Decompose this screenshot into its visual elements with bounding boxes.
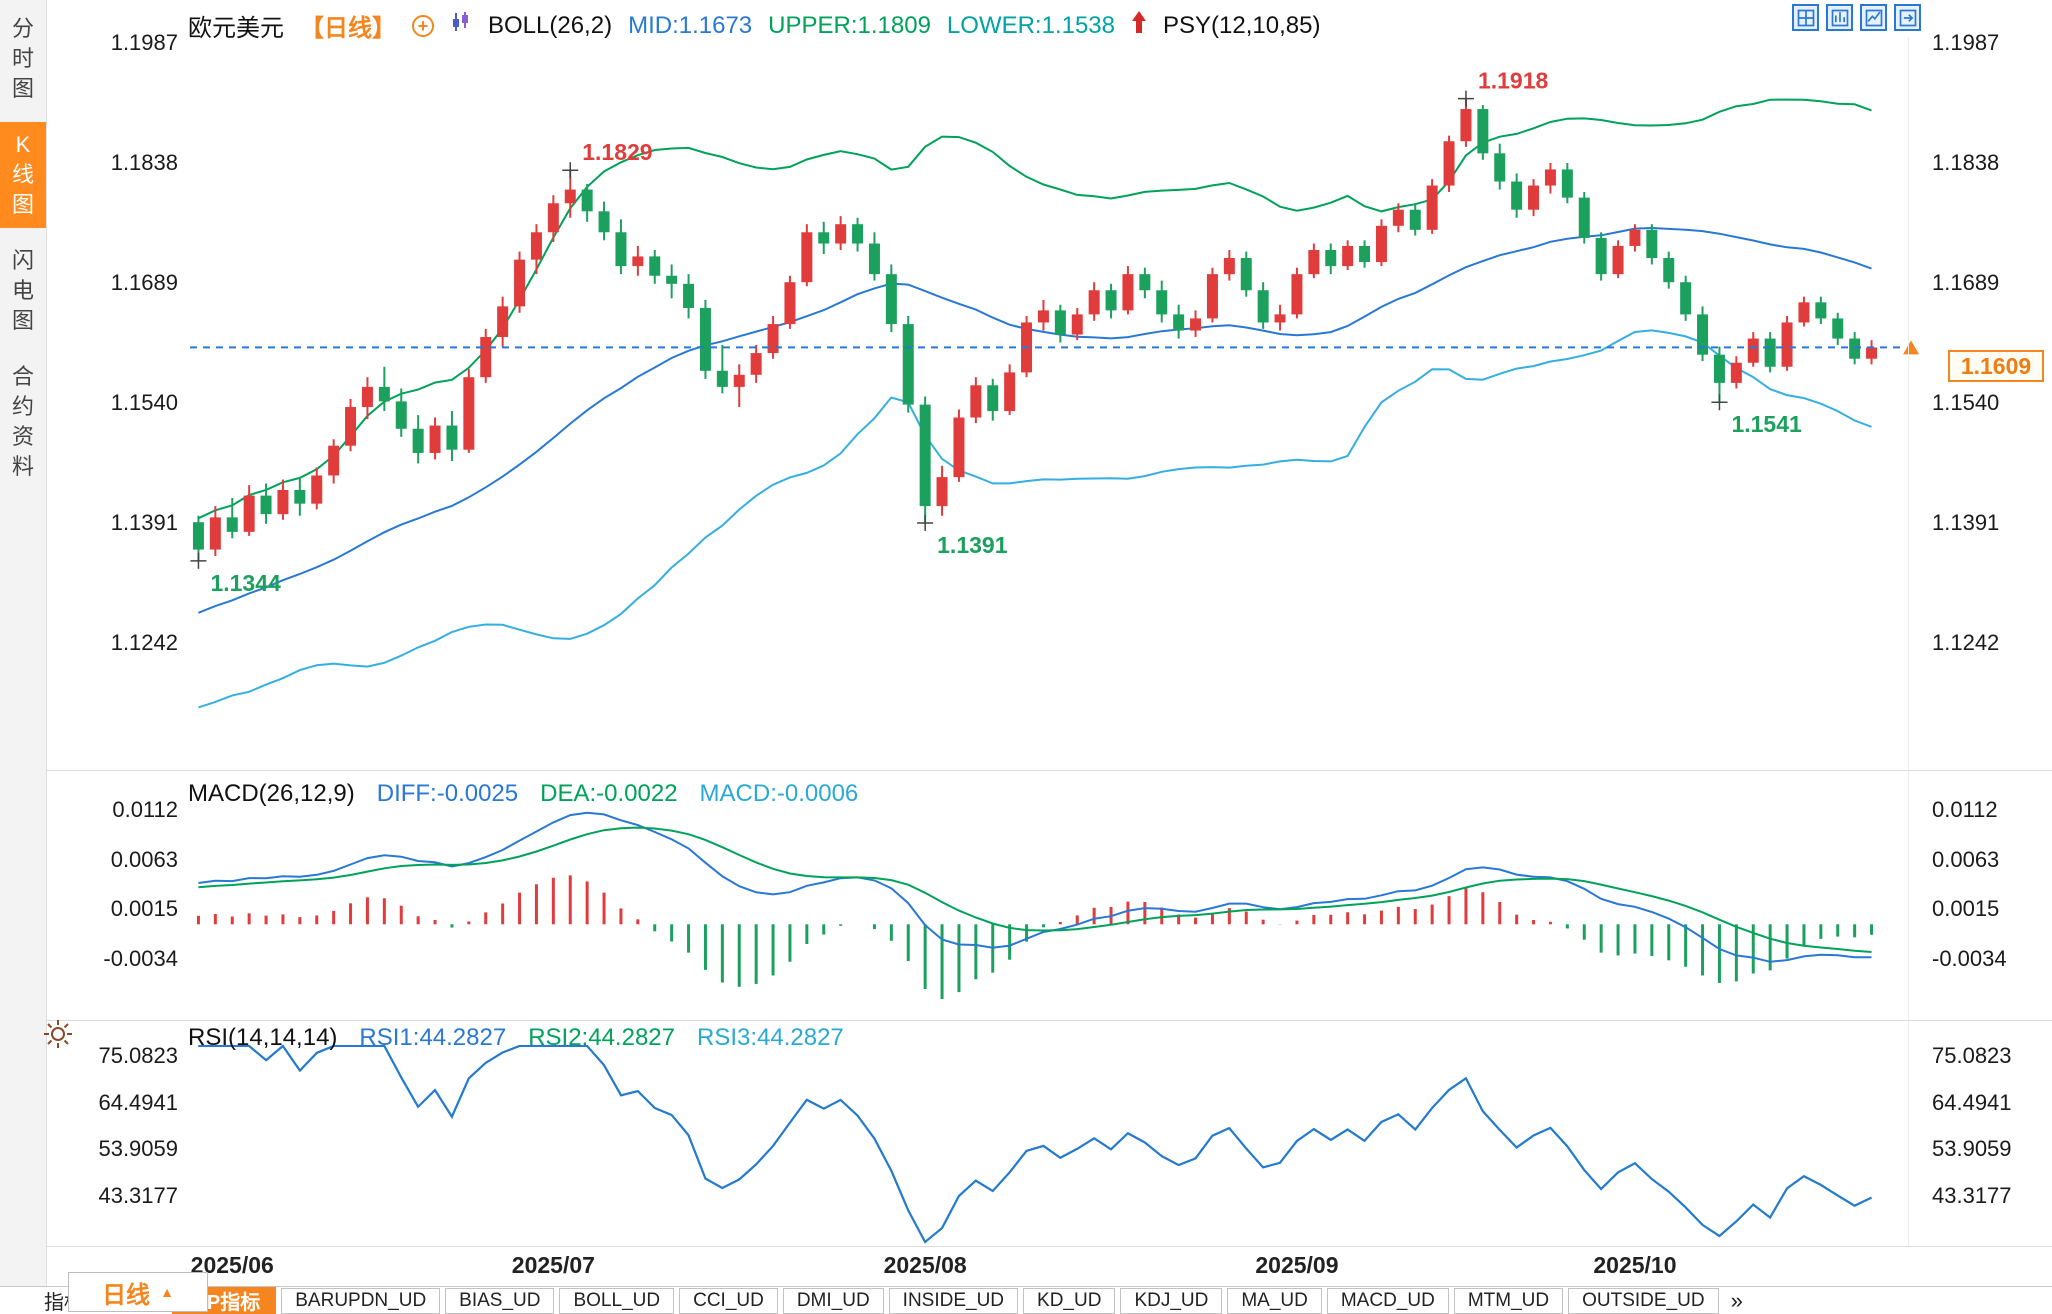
svg-text:1.1391: 1.1391 [937, 532, 1008, 558]
panel-separator [47, 1020, 2052, 1021]
macd-label: MACD(26,12,9) [188, 780, 355, 807]
boll-mid-line [198, 226, 1872, 614]
sidebar-item-time-chart[interactable]: 分时图 [0, 6, 46, 112]
rsi2-line [198, 1044, 1872, 1244]
boll-mid-value: MID:1.1673 [628, 11, 753, 39]
bottom-tab-bar: 指标模板VIP指标BARUPDN_UDBIAS_UDBOLL_UDCCI_UDD… [0, 1286, 2052, 1314]
bottom-tab-outside-ud[interactable]: OUTSIDE_UD [1568, 1287, 1719, 1314]
current-price-badge: 1.1609 [1948, 350, 2044, 382]
price-annotations: 1.1344 1.1829 1.1391 1.1918 1.1541 [190, 68, 1802, 596]
macd-diff-line [198, 811, 1872, 963]
symbol-name: 欧元美元 [188, 15, 284, 42]
boll-lower-value: LOWER:1.1538 [946, 11, 1116, 39]
psy-label: PSY(12,10,85) [1163, 11, 1321, 39]
macd-value: MACD:-0.0006 [699, 780, 859, 807]
macd-dea-line [198, 826, 1872, 953]
bottom-tab-kd-ud[interactable]: KD_UD [1023, 1287, 1116, 1314]
macd-dea-value: DEA:-0.0022 [540, 780, 678, 807]
sidebar-item-label: 闪电图 [11, 248, 34, 333]
bottom-tab-bias-ud[interactable]: BIAS_UD [445, 1287, 555, 1314]
sidebar-item-label: K线图 [11, 132, 34, 217]
bottom-tab-boll-ud[interactable]: BOLL_UD [559, 1287, 675, 1314]
svg-text:1.1829: 1.1829 [582, 139, 652, 165]
svg-text:1.1541: 1.1541 [1731, 411, 1802, 437]
candles [192, 98, 1878, 561]
layout-icons [1792, 4, 1921, 31]
macd-header: MACD(26,12,9) DIFF:-0.0025 DEA:-0.0022 M… [188, 780, 858, 808]
bottom-tab-more-tabs[interactable]: » [1730, 1287, 1743, 1313]
up-arrow-icon [1131, 10, 1147, 41]
bottom-tab-inside-ud[interactable]: INSIDE_UD [888, 1287, 1019, 1314]
panel-separator [47, 770, 2052, 771]
last-price-marker [1903, 340, 1919, 355]
next-chart-icon[interactable] [1894, 4, 1921, 31]
period-selector[interactable]: 日线 ▲ [68, 1272, 208, 1312]
sidebar-item-lightning-chart[interactable]: 闪电图 [0, 238, 46, 344]
rsi1-line [198, 1044, 1872, 1244]
chart-header: 欧元美元 【日线】 + BOLL(26,2) MID:1.1673 UPPER:… [188, 8, 1320, 43]
period-tag: 【日线】 [300, 15, 396, 42]
left-sidebar: 分时图 K线图 闪电图 合约资料 [0, 0, 47, 1286]
rsi3-value: RSI3:44.2827 [696, 1024, 844, 1051]
bottom-tab-cci-ud[interactable]: CCI_UD [679, 1287, 778, 1314]
panel-separator [47, 1246, 2052, 1247]
bottom-tab-barupdn-ud[interactable]: BARUPDN_UD [281, 1287, 441, 1314]
triangle-up-icon: ▲ [160, 1284, 174, 1300]
rsi-label: RSI(14,14,14) [188, 1024, 338, 1051]
svg-text:1.1344: 1.1344 [210, 570, 281, 596]
bottom-tab-dmi-ud[interactable]: DMI_UD [782, 1287, 884, 1314]
sidebar-item-contract-info[interactable]: 合约资料 [0, 354, 46, 490]
rsi2-value: RSI2:44.2827 [528, 1024, 675, 1051]
svg-text:1.1918: 1.1918 [1478, 68, 1549, 94]
sidebar-item-label: 合约资料 [11, 364, 34, 479]
rsi-header: RSI(14,14,14) RSI1:44.2827 RSI2:44.2827 … [188, 1024, 844, 1052]
sidebar-item-label: 分时图 [11, 16, 34, 101]
bottom-tab-kdj-ud[interactable]: KDJ_UD [1120, 1287, 1223, 1314]
settings-sun-icon[interactable] [42, 1018, 74, 1050]
rsi3-line [198, 1044, 1872, 1244]
bottom-tab-ma-ud[interactable]: MA_UD [1227, 1287, 1322, 1314]
rsi1-value: RSI1:44.2827 [359, 1024, 507, 1051]
period-selector-label: 日线 [102, 1281, 151, 1309]
sidebar-item-kline-chart[interactable]: K线图 [0, 122, 46, 228]
kline-mini-icon [450, 11, 472, 40]
bollinger-bands [197, 98, 1872, 709]
boll-label: BOLL(26,2) [488, 11, 613, 39]
bottom-tab-macd-ud[interactable]: MACD_UD [1326, 1287, 1449, 1314]
boll-upper-line [197, 98, 1872, 520]
macd-histogram [196, 875, 1874, 999]
add-circle-icon[interactable]: + [412, 14, 434, 37]
plot-right-border [1908, 37, 1909, 1246]
boll-lower-line [198, 329, 1872, 709]
multi-chart-icon[interactable] [1826, 4, 1853, 31]
grid-layout-icon[interactable] [1792, 4, 1819, 31]
boll-upper-value: UPPER:1.1809 [768, 11, 931, 39]
bottom-tab-mtm-ud[interactable]: MTM_UD [1453, 1287, 1564, 1314]
macd-diff-value: DIFF:-0.0025 [376, 780, 519, 807]
line-chart-icon[interactable] [1860, 4, 1887, 31]
